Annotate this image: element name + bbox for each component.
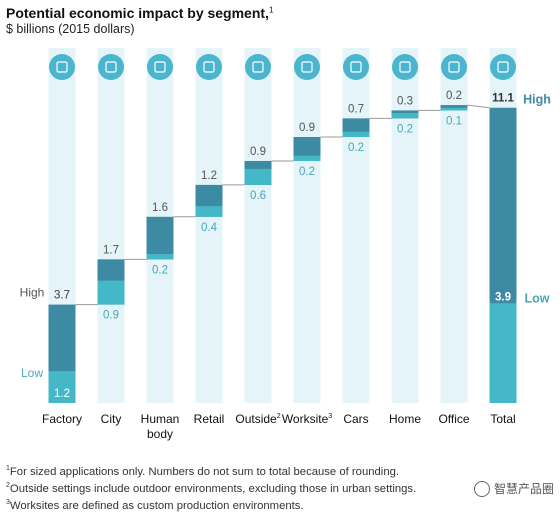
category-superscript-4: 2 [277,413,281,420]
factory-icon-glyph [56,61,68,73]
retail-icon-glyph [203,61,215,73]
value-label-high-7: 0.3 [397,95,413,107]
title-footnote-mark: 1 [268,5,274,15]
watermark-logo-icon [473,480,490,497]
office-icon [441,54,467,80]
connector-8 [467,104,490,109]
bar-low-0 [48,371,76,403]
value-label-low-2: 0.2 [152,264,168,276]
value-label-low-1: 0.9 [103,310,119,322]
footnote-1: 1For sized applications only. Numbers do… [6,465,400,478]
total-icon [490,54,516,80]
bar-high-5 [293,137,321,161]
pillar-4 [244,48,272,403]
bar-low-3 [195,206,223,217]
category-label-2: Human [141,412,180,426]
home-icon [392,54,418,80]
outside-icon [245,54,271,80]
bar-low-5 [293,155,321,161]
city-icon [98,54,124,80]
value-label-low-6: 0.2 [348,142,364,154]
value-label-high-6: 0.7 [348,103,364,115]
category-superscript-5: 3 [328,413,332,420]
bar-low-6 [342,131,370,137]
value-label-low-8: 0.1 [446,115,462,127]
value-label-low-0: 1.2 [54,388,70,400]
value-label-high-8: 0.2 [446,90,462,102]
bar-low-9 [489,299,517,403]
footnote-2: 2Outside settings include outdoor enviro… [6,481,417,495]
category-label-9: Total [490,412,515,426]
value-label-high-5: 0.9 [299,122,315,134]
category-label-6: Cars [343,412,368,426]
pillar-3 [195,48,223,403]
category-label-7: Home [389,412,421,426]
city-icon-glyph [105,61,117,73]
value-label-low-4: 0.6 [250,190,266,202]
office-icon-glyph [448,61,460,73]
chart-title: Potential economic impact by segment,1 [6,5,273,21]
pillar-5 [293,48,321,403]
category-label-3: Retail [194,412,225,426]
value-label-low-3: 0.4 [201,222,218,234]
bar-high-2 [146,216,174,260]
footnotes: 1For sized applications only. Numbers do… [6,462,416,512]
value-label-high-4: 0.9 [250,146,266,158]
watermark-text: 智慧产品圈 [493,482,554,496]
value-label-low-7: 0.2 [397,123,413,135]
category-label-2-line2: body [147,427,173,441]
cars-icon-glyph [350,61,362,73]
value-label-high-2: 1.6 [152,202,168,214]
pillar-1 [97,48,125,403]
side-label-low-right: Low [525,291,550,305]
category-label-1: City [101,412,122,426]
bar-low-4 [244,168,272,185]
worksite-icon [294,54,320,80]
value-label-high-0: 3.7 [54,290,70,302]
bar-low-1 [97,280,125,305]
pillar-6 [342,48,370,403]
bar-low-7 [391,113,419,119]
watermark: 智慧产品圈 [473,480,554,497]
bar-low-8 [440,107,468,111]
footnote-3: 3Worksites are defined as custom product… [6,498,304,512]
pillar-7 [391,48,419,403]
human-body-icon-glyph [154,61,166,73]
total-low-label-bg [490,288,516,304]
category-label-0: Factory [42,412,82,426]
human-body-icon [147,54,173,80]
home-icon-glyph [399,61,411,73]
side-label-low-left: Low [21,366,43,380]
bar-low-2 [146,254,174,260]
factory-high-top-label: 3.7 [54,290,70,302]
value-label-low-9: 3.9 [495,291,511,303]
retail-icon [196,54,222,80]
worksite-icon-glyph [301,61,313,73]
value-label-low-5: 0.2 [299,166,315,178]
value-label-high-9: 11.1 [492,93,514,105]
category-label-8: Office [438,412,469,426]
side-label-high-right: High [523,93,551,107]
total-icon-glyph [497,61,509,73]
chart-title-text: Potential economic impact by segment, [6,5,269,21]
category-label-5: Worksite3 [282,412,332,426]
value-label-high-3: 1.2 [201,170,217,182]
chart-subtitle: $ billions (2015 dollars) [6,22,135,36]
cars-icon [343,54,369,80]
value-label-high-1: 1.7 [103,244,119,256]
category-label-4: Outside2 [235,412,280,426]
side-label-high-left: High [20,286,45,300]
outside-icon-glyph [252,61,264,73]
factory-icon [49,54,75,80]
